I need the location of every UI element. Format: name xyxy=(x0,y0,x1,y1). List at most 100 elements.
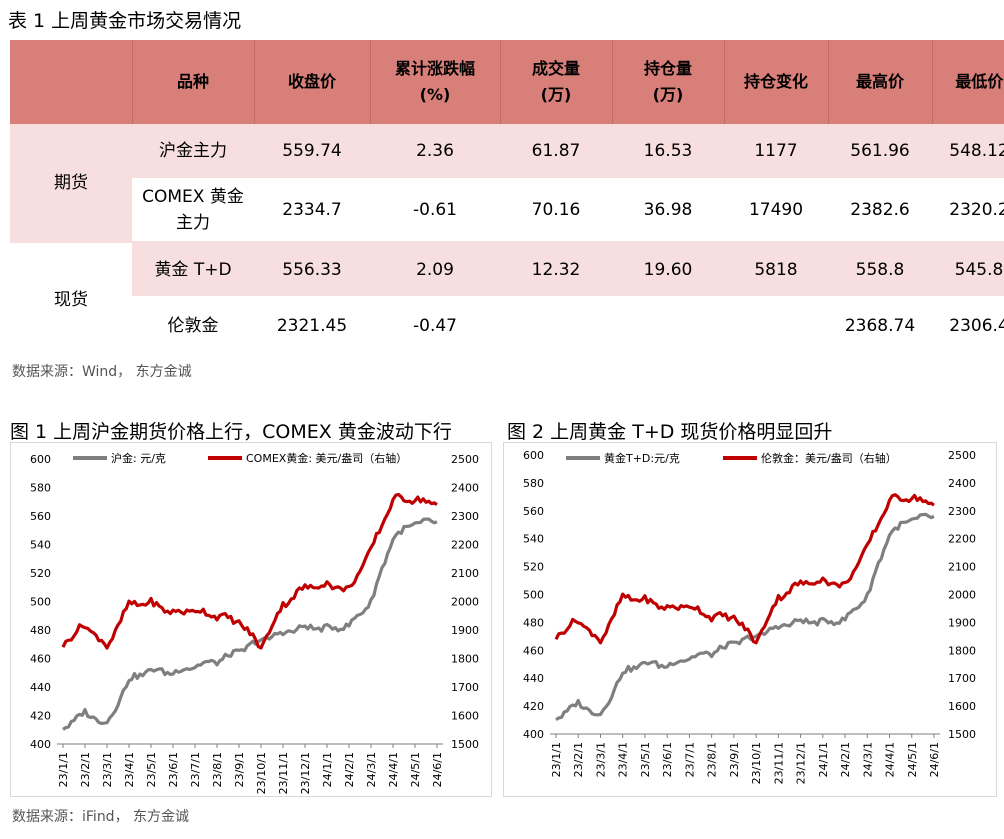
x-axis-tick-label: 23/7/1 xyxy=(189,752,202,787)
header-cell: 持仓量 (万) xyxy=(611,40,724,124)
right-axis-tick-label: 1700 xyxy=(451,681,479,694)
table-cell xyxy=(724,296,828,356)
left-axis-tick-label: 540 xyxy=(30,539,51,552)
table-cell: 沪金主力 xyxy=(132,124,254,178)
right-axis-tick-label: 2000 xyxy=(948,589,976,602)
right-axis-tick-label: 2100 xyxy=(451,567,479,580)
table-cell: COMEX 黄金 主力 xyxy=(132,178,254,243)
right-axis-tick-label: 2300 xyxy=(451,510,479,523)
left-axis-tick-label: 580 xyxy=(523,477,544,490)
x-axis-tick-label: 23/8/1 xyxy=(211,752,224,787)
x-axis-tick-label: 23/6/1 xyxy=(661,742,674,777)
right-axis-tick-label: 1800 xyxy=(948,644,976,657)
table-cell: 559.74 xyxy=(254,124,370,178)
left-axis-tick-label: 480 xyxy=(30,624,51,637)
table-cell xyxy=(612,296,724,356)
right-axis-tick-label: 2400 xyxy=(948,477,976,490)
table-cell: 19.60 xyxy=(612,242,724,296)
table-cell xyxy=(500,296,612,356)
table-cell: -0.61 xyxy=(370,178,500,243)
right-axis-tick-label: 2200 xyxy=(451,539,479,552)
chart-2: 400 420 440 460 480 500 520 540 560 580 600 1500 160… xyxy=(503,442,997,797)
x-axis-tick-label: 23/11/1 xyxy=(772,742,785,784)
table-cell: 2368.74 xyxy=(828,296,932,356)
table-title: 表 1 上周黄金市场交易情况 xyxy=(8,10,242,32)
x-axis-tick-label: 23/11/1 xyxy=(277,752,290,794)
x-axis-tick-label: 23/12/1 xyxy=(795,742,808,784)
legend-label-1: 黄金T+D:元/克 xyxy=(604,451,680,465)
table-cell: 2.36 xyxy=(370,124,500,178)
x-axis-tick-label: 23/12/1 xyxy=(299,752,312,794)
left-axis-tick-label: 460 xyxy=(523,644,544,657)
right-axis-tick-label: 2300 xyxy=(948,505,976,518)
x-axis-tick-label: 24/2/1 xyxy=(839,742,852,777)
header-cell: 品种 xyxy=(131,40,254,124)
header-cell: 成交量 (万) xyxy=(499,40,612,124)
chart-2-svg: 400 420 440 460 480 500 520 540 560 580 600 1500 160… xyxy=(523,449,976,784)
left-axis-tick-label: 460 xyxy=(30,653,51,666)
right-axis-tick-label: 1500 xyxy=(948,728,976,741)
header-cell: 最高价 xyxy=(827,40,932,124)
x-axis-tick-label: 23/8/1 xyxy=(706,742,719,777)
series-line-2 xyxy=(554,493,935,645)
x-axis-tick-label: 23/9/1 xyxy=(728,742,741,777)
table-header-row: 品种 收盘价 累计涨跌幅 (%) 成交量 (万) 持仓量 (万) 持仓变化 最高价 最… xyxy=(10,40,1004,124)
table-cell: 5818 xyxy=(724,242,828,296)
table-row: 期货 沪金主力 559.74 2.36 61.87 16.53 1177 561… xyxy=(10,124,1004,243)
x-axis-tick-label: 24/1/1 xyxy=(321,752,334,787)
legend-label-2: 伦敦金：美元/盎司（右轴） xyxy=(761,451,897,465)
right-axis-tick-label: 2200 xyxy=(948,533,976,546)
x-axis-tick-label: 24/6/1 xyxy=(431,752,444,787)
x-axis-tick-label: 23/4/1 xyxy=(617,742,630,777)
x-axis-tick-label: 24/5/1 xyxy=(409,752,422,787)
left-axis-tick-label: 500 xyxy=(30,596,51,609)
figure-1-title: 图 1 上周沪金期货价格上行，COMEX 黄金波动下行 xyxy=(10,421,452,443)
x-axis-tick-label: 23/10/1 xyxy=(255,752,268,794)
header-cell: 累计涨跌幅 (%) xyxy=(369,40,500,124)
x-axis-tick-label: 23/10/1 xyxy=(750,742,763,784)
left-axis-tick-label: 560 xyxy=(30,510,51,523)
left-axis-tick-label: 600 xyxy=(30,453,51,466)
gold-market-table: 品种 收盘价 累计涨跌幅 (%) 成交量 (万) 持仓量 (万) 持仓变化 最高价 最… xyxy=(10,40,1004,356)
header-cell xyxy=(10,40,132,124)
right-axis-tick-label: 1600 xyxy=(451,710,479,723)
table-cell: 2321.45 xyxy=(254,296,370,356)
table-cell: 61.87 xyxy=(500,124,612,178)
table-cell: 16.53 xyxy=(612,124,724,178)
x-axis-tick-label: 23/3/1 xyxy=(101,752,114,787)
series-line-1 xyxy=(62,517,438,731)
left-axis-tick-label: 440 xyxy=(30,681,51,694)
table-row: 伦敦金 2321.45 -0.47 2368.74 2306.4 xyxy=(10,296,1004,356)
left-axis-tick-label: 400 xyxy=(523,728,544,741)
x-axis-tick-label: 23/5/1 xyxy=(145,752,158,787)
figure-2-title: 图 2 上周黄金 T+D 现货价格明显回升 xyxy=(507,421,833,443)
table-source-note: 数据来源：Wind， 东方金诚 xyxy=(12,364,192,380)
left-axis-tick-label: 520 xyxy=(30,567,51,580)
right-axis-tick-label: 1900 xyxy=(948,616,976,629)
table-cell: 548.12 xyxy=(932,124,1004,178)
table-row: COMEX 黄金 主力 2334.7 -0.61 70.16 36.98 1749… xyxy=(10,178,1004,243)
group-label-futures: 期货 xyxy=(10,124,132,243)
left-axis-tick-label: 440 xyxy=(523,672,544,685)
table-cell: 17490 xyxy=(724,178,828,243)
table-cell: 36.98 xyxy=(612,178,724,243)
x-axis-tick-label: 23/2/1 xyxy=(572,742,585,777)
left-axis-tick-label: 520 xyxy=(523,561,544,574)
table-cell: 12.32 xyxy=(500,242,612,296)
right-axis-tick-label: 1800 xyxy=(451,653,479,666)
x-axis-tick-label: 24/3/1 xyxy=(365,752,378,787)
right-axis-tick-label: 1600 xyxy=(948,700,976,713)
chart-1: 400 420 440 460 480 500 520 540 560 580 600 1500 160… xyxy=(10,442,492,797)
header-cell: 最低价 xyxy=(931,40,1004,124)
x-axis-tick-label: 24/5/1 xyxy=(906,742,919,777)
left-axis-tick-label: 400 xyxy=(30,738,51,751)
x-axis-tick-label: 23/3/1 xyxy=(594,742,607,777)
table-cell: 2382.6 xyxy=(828,178,932,243)
left-axis-tick-label: 420 xyxy=(30,710,51,723)
table-cell: 2306.4 xyxy=(932,296,1004,356)
table-cell: 2320.2 xyxy=(932,178,1004,243)
left-axis-tick-label: 480 xyxy=(523,616,544,629)
x-axis-tick-label: 24/4/1 xyxy=(387,752,400,787)
table-cell: 556.33 xyxy=(254,242,370,296)
left-axis-tick-label: 600 xyxy=(523,449,544,462)
